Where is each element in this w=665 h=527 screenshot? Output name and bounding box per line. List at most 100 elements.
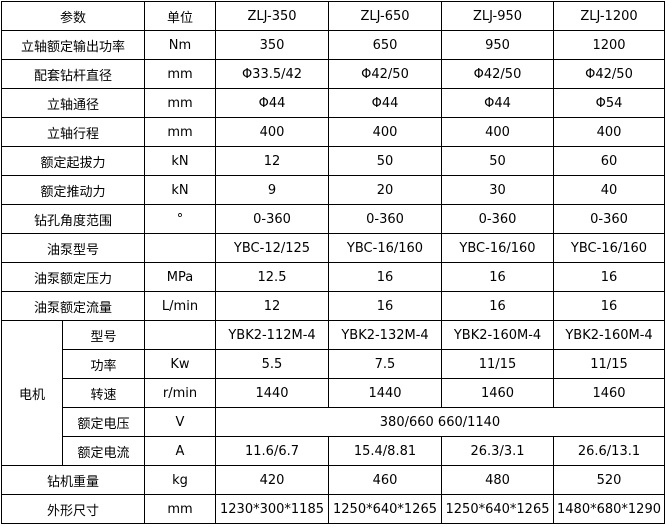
value-cell: Φ44 [441, 88, 554, 118]
value-cell: Φ42/50 [328, 59, 442, 89]
value-cell: 16 [553, 291, 665, 321]
header-row: 参数 单位 ZLJ-350 ZLJ-650 ZLJ-950 ZLJ-1200 [1, 1, 665, 31]
unit-cell [144, 233, 216, 263]
value-cell: YBK2-160M-4 [441, 320, 554, 350]
value-cell: 40 [553, 175, 665, 205]
value-cell: 460 [328, 465, 442, 495]
table-row: 额定推动力 kN 9 20 30 40 [1, 175, 665, 205]
value-cell: 400 [553, 117, 665, 147]
table-row: 电机 型号 YBK2-112M-4 YBK2-132M-4 YBK2-160M-4 YBK… [1, 320, 665, 466]
unit-cell [144, 320, 216, 350]
unit-cell: kN [144, 175, 216, 205]
unit-cell: Nm [144, 30, 216, 60]
value-cell: 11/15 [441, 349, 554, 379]
param-cell: 额定推动力 [1, 175, 145, 205]
header-cell: ZLJ-950 [441, 1, 554, 31]
unit-cell: Kw [144, 349, 216, 379]
param-cell: 额定起拔力 [1, 146, 145, 176]
value-cell: 1460 [553, 378, 665, 408]
value-cell: 16 [328, 262, 442, 292]
value-cell: 1480*680*1290 [553, 494, 665, 524]
value-cell: Φ42/50 [441, 59, 554, 89]
unit-cell: ° [144, 204, 216, 234]
value-cell: 7.5 [328, 349, 442, 379]
value-cell: 1250*640*1265 [328, 494, 442, 524]
value-cell: 420 [215, 465, 329, 495]
value-cell: YBK2-132M-4 [328, 320, 442, 350]
param-cell: 油泵型号 [1, 233, 145, 263]
value-cell: 1200 [553, 30, 665, 60]
table-row: 立轴通径 mm Φ44 Φ44 Φ44 Φ54 [1, 88, 665, 118]
value-cell: 1440 [215, 378, 329, 408]
param-cell: 型号 [62, 320, 145, 350]
value-cell: 1440 [328, 378, 442, 408]
unit-cell: r/min [144, 378, 216, 408]
value-cell: 12.5 [215, 262, 329, 292]
value-cell: 350 [215, 30, 329, 60]
value-cell: 400 [328, 117, 442, 147]
param-cell: 功率 [62, 349, 145, 379]
param-cell: 配套钻杆直径 [1, 59, 145, 89]
motor-group-label: 电机 [1, 320, 63, 466]
value-cell: 0-360 [328, 204, 442, 234]
value-cell: Φ54 [553, 88, 665, 118]
value-cell-merged: 380/660 660/1140 [215, 407, 665, 437]
value-cell: 650 [328, 30, 442, 60]
table-row: 功率 Kw 5.5 7.5 11/15 11/15 [2, 349, 665, 379]
value-cell: YBK2-112M-4 [215, 320, 329, 350]
table-row: 外形尺寸 mm 1230*300*1185 1250*640*1265 1250*640… [1, 494, 665, 524]
value-cell: 60 [553, 146, 665, 176]
value-cell: YBC-16/160 [441, 233, 554, 263]
value-cell: 1250*640*1265 [441, 494, 554, 524]
header-cell: 单位 [144, 1, 216, 31]
param-cell: 立轴行程 [1, 117, 145, 147]
value-cell: 0-360 [215, 204, 329, 234]
param-cell: 油泵额定流量 [1, 291, 145, 321]
value-cell: 520 [553, 465, 665, 495]
unit-cell: V [144, 407, 216, 437]
value-cell: 16 [328, 291, 442, 321]
value-cell: 20 [328, 175, 442, 205]
unit-cell: kN [144, 146, 216, 176]
value-cell: 1460 [441, 378, 554, 408]
value-cell: Φ44 [328, 88, 442, 118]
value-cell: 5.5 [215, 349, 329, 379]
table-row: 钻机重量 kg 420 460 480 520 [1, 465, 665, 495]
unit-cell: MPa [144, 262, 216, 292]
param-cell: 立轴通径 [1, 88, 145, 118]
value-cell: 400 [441, 117, 554, 147]
value-cell: 1230*300*1185 [215, 494, 329, 524]
param-cell: 额定电流 [62, 436, 145, 466]
table-row: 立轴行程 mm 400 400 400 400 [1, 117, 665, 147]
value-cell: 0-360 [441, 204, 554, 234]
header-cell: ZLJ-1200 [553, 1, 665, 31]
param-cell: 转速 [62, 378, 145, 408]
value-cell: YBC-16/160 [328, 233, 442, 263]
value-cell: Φ42/50 [553, 59, 665, 89]
table-row: 油泵额定压力 MPa 12.5 16 16 16 [1, 262, 665, 292]
header-cell: 参数 [1, 1, 145, 31]
value-cell: 480 [441, 465, 554, 495]
unit-cell: mm [144, 494, 216, 524]
table-row: 钻孔角度范围 ° 0-360 0-360 0-360 0-360 [1, 204, 665, 234]
unit-cell: A [144, 436, 216, 466]
header-cell: ZLJ-350 [215, 1, 329, 31]
value-cell: 26.6/13.1 [553, 436, 665, 466]
value-cell: 30 [441, 175, 554, 205]
value-cell: 950 [441, 30, 554, 60]
unit-cell: mm [144, 88, 216, 118]
value-cell: 9 [215, 175, 329, 205]
table-row: 立轴额定输出功率 Nm 350 650 950 1200 [1, 30, 665, 60]
param-cell: 钻孔角度范围 [1, 204, 145, 234]
table-row: 额定电流 A 11.6/6.7 15.4/8.81 26.3/3.1 26.6/13.1 [2, 436, 665, 466]
unit-cell: mm [144, 59, 216, 89]
value-cell: YBC-16/160 [553, 233, 665, 263]
value-cell: 11.6/6.7 [215, 436, 329, 466]
param-cell: 外形尺寸 [1, 494, 145, 524]
value-cell: 50 [441, 146, 554, 176]
table-row: 配套钻杆直径 mm Φ33.5/42 Φ42/50 Φ42/50 Φ42/50 [1, 59, 665, 89]
value-cell: 16 [441, 262, 554, 292]
unit-cell: kg [144, 465, 216, 495]
value-cell: YBC-12/125 [215, 233, 329, 263]
